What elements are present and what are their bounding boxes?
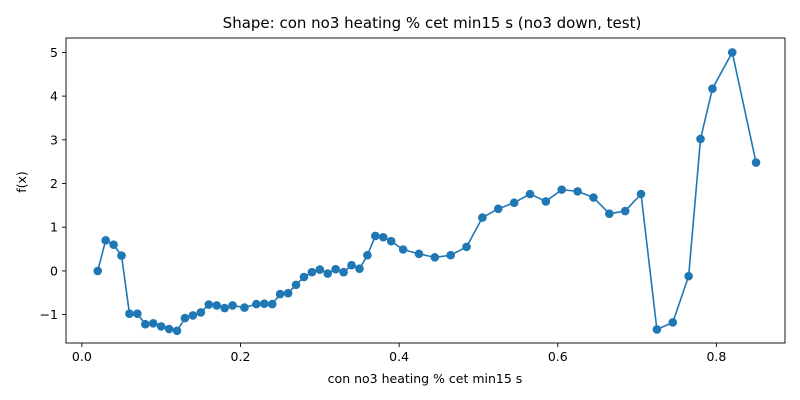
data-point [414, 249, 424, 259]
y-tick-label: 3 [50, 132, 58, 147]
data-point [164, 324, 174, 334]
data-point [117, 251, 126, 260]
data-point [541, 197, 551, 206]
x-tick-label: 0.4 [389, 349, 409, 364]
data-point [180, 313, 190, 323]
data-point [378, 232, 388, 242]
y-tick-label: −1 [40, 307, 58, 322]
data-point [605, 209, 614, 218]
data-point [478, 213, 487, 222]
y-tick-label: 4 [50, 89, 58, 104]
y-tick-label: 0 [50, 263, 58, 278]
data-point [573, 187, 582, 196]
data-point [93, 266, 103, 276]
data-point [109, 240, 118, 249]
data-point [133, 309, 142, 319]
x-tick-label: 0.8 [706, 349, 726, 364]
data-point [172, 326, 182, 336]
data-point [462, 242, 471, 252]
data-point [252, 299, 261, 309]
y-tick-label: 2 [50, 176, 58, 191]
data-point [220, 303, 229, 313]
data-point [339, 267, 348, 277]
data-point [228, 301, 237, 310]
data-point [299, 272, 309, 282]
data-point [386, 236, 396, 246]
data-point [188, 311, 198, 320]
y-axis-title: f(x) [14, 171, 29, 193]
data-point [148, 319, 158, 328]
data-point [275, 289, 285, 299]
data-point [446, 250, 455, 260]
data-point [355, 264, 364, 274]
data-point [259, 299, 269, 308]
data-point [315, 265, 325, 274]
data-point [509, 198, 519, 208]
data-point [652, 325, 662, 334]
data-point [331, 264, 340, 274]
data-point [557, 185, 567, 194]
data-point [751, 158, 761, 167]
data-point [620, 206, 630, 216]
data-point [307, 267, 317, 277]
y-tick-label: 1 [50, 220, 58, 235]
data-point [101, 236, 110, 245]
data-point [141, 319, 150, 329]
data-point [156, 322, 166, 331]
axes-frame [65, 37, 786, 344]
data-point [708, 84, 717, 93]
data-point [525, 189, 535, 199]
data-point [589, 193, 598, 202]
data-point [363, 250, 372, 260]
x-tick-label: 0.2 [231, 349, 251, 364]
data-point [684, 271, 693, 281]
data-point [291, 280, 301, 290]
x-tick-label: 0.0 [72, 349, 92, 364]
y-tick-label: 5 [50, 45, 58, 60]
data-point [125, 309, 134, 319]
data-point [196, 308, 206, 317]
x-tick-label: 0.6 [548, 349, 568, 364]
x-axis-title: con no3 heating % cet min15 s [328, 371, 523, 386]
data-point [493, 204, 503, 214]
data-point [398, 245, 408, 254]
data-point [267, 299, 277, 309]
data-point [430, 253, 440, 262]
data-point [727, 48, 737, 57]
data-point [283, 288, 293, 298]
data-point [668, 318, 678, 327]
data-point [696, 134, 705, 144]
data-point [347, 260, 356, 270]
data-point [323, 269, 333, 278]
plot-area: 0.0 0.2 0.4 0.6 0.8 −1 0 1 2 3 4 5 [40, 37, 786, 364]
data-point [636, 189, 646, 199]
data-point [212, 301, 222, 310]
data-point [240, 303, 249, 312]
chart-title: Shape: con no3 heating % cet min15 s (no… [223, 14, 642, 32]
data-point [371, 231, 380, 241]
data-point [204, 300, 214, 309]
